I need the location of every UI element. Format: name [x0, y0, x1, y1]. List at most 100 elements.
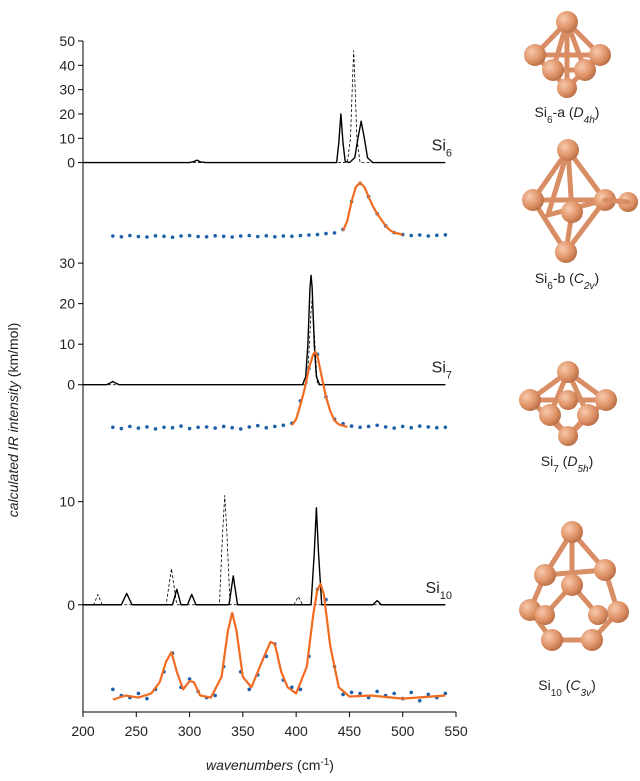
panel-label-sub: 6: [446, 148, 452, 160]
data-point: [392, 426, 396, 430]
structure-sym: D: [567, 453, 577, 469]
data-point: [418, 424, 422, 428]
panel-label-text: Si: [432, 360, 446, 377]
data-point: [247, 425, 251, 429]
data-point: [213, 426, 217, 430]
y-tick-label: 20: [59, 106, 75, 122]
data-point: [435, 426, 439, 430]
data-point: [162, 234, 166, 238]
structure-variant: (: [562, 677, 571, 693]
data-point: [239, 427, 243, 431]
line: [343, 183, 403, 235]
cluster-si6b: [522, 139, 638, 263]
data-point: [171, 235, 175, 239]
y-tick-label: 20: [59, 296, 75, 312]
panel-label-sub: 7: [446, 370, 452, 382]
line: [113, 584, 446, 699]
data-point: [350, 424, 354, 428]
data-point: [120, 427, 124, 431]
data-point: [188, 427, 192, 431]
x-tick-label: 200: [71, 723, 95, 739]
data-point: [273, 425, 277, 429]
x-label-unit: (cm: [293, 757, 320, 773]
data-point: [213, 694, 217, 698]
data-point: [145, 425, 149, 429]
panel-label-text: Si: [432, 138, 446, 155]
structure-variant: -a (: [553, 104, 574, 120]
data-point: [171, 426, 175, 430]
structure-close: ): [589, 453, 594, 469]
structure-close: ): [595, 270, 600, 286]
y-tick-label: 40: [59, 57, 75, 73]
structure-label: Si6-b (C2v): [535, 270, 599, 292]
dashed-line: [83, 300, 445, 385]
structure-label: Si6-a (D4h): [535, 104, 600, 126]
structure-close: ): [595, 104, 600, 120]
data-point: [290, 234, 294, 238]
page: {"chart_data": {"type": "line", "xlim": …: [0, 0, 640, 781]
structure-sym-sub: 4h: [584, 115, 596, 126]
data-point: [299, 234, 303, 238]
cluster-si7: [519, 361, 617, 446]
structure-close: ): [591, 677, 596, 693]
y-label-text: calculated IR intensity: [5, 380, 21, 517]
structure-sym-sub: 5h: [577, 464, 589, 475]
figure: 20025030035040045050055001020304050Si601…: [0, 0, 640, 781]
data-point: [444, 233, 448, 237]
data-point: [435, 234, 439, 238]
data-point: [239, 234, 243, 238]
data-point: [426, 425, 430, 429]
data-point: [145, 235, 149, 239]
data-point: [316, 233, 320, 237]
cluster-si6a: [524, 11, 611, 98]
structure-name: Si: [535, 270, 547, 286]
data-point: [137, 692, 141, 696]
data-point: [111, 234, 115, 238]
data-point: [409, 426, 413, 430]
y-tick-label: 10: [59, 130, 75, 146]
data-point: [230, 426, 234, 430]
panel-label: Si7: [432, 360, 452, 382]
data-point: [120, 235, 124, 239]
y-tick-label: 10: [59, 336, 75, 352]
data-point: [230, 235, 234, 239]
cluster-si10: [519, 521, 629, 651]
data-point: [426, 234, 430, 238]
data-point: [162, 425, 166, 429]
data-point: [307, 233, 311, 237]
data-point: [418, 699, 422, 703]
dashed-line: [83, 51, 445, 163]
data-point: [375, 690, 379, 694]
x-tick-label: 450: [338, 723, 362, 739]
data-point: [256, 424, 260, 428]
data-point: [324, 232, 328, 236]
data-point: [145, 697, 149, 701]
dashed-line: [83, 495, 445, 604]
line: [292, 352, 347, 427]
data-point: [265, 426, 269, 430]
data-point: [222, 234, 226, 238]
data-point: [247, 688, 251, 692]
data-point: [409, 234, 413, 238]
data-point: [256, 235, 260, 239]
data-point: [265, 234, 269, 238]
data-point: [179, 234, 183, 238]
structure-sub: 10: [551, 688, 563, 699]
data-point: [205, 425, 209, 429]
data-point: [375, 423, 379, 427]
x-tick-label: 300: [178, 723, 202, 739]
panel-label: Si10: [426, 580, 452, 602]
data-point: [137, 235, 141, 239]
y-tick-label: 0: [67, 377, 75, 393]
data-point: [418, 233, 422, 237]
x-label-close: ): [329, 757, 334, 773]
x-tick-label: 250: [125, 723, 149, 739]
y-axis-label: calculated IR intensity (km/mol): [5, 323, 21, 518]
data-point: [333, 231, 337, 235]
data-point: [392, 692, 396, 696]
data-point: [247, 234, 251, 238]
x-tick-label: 400: [284, 723, 308, 739]
line: [83, 114, 445, 163]
data-point: [213, 234, 217, 238]
